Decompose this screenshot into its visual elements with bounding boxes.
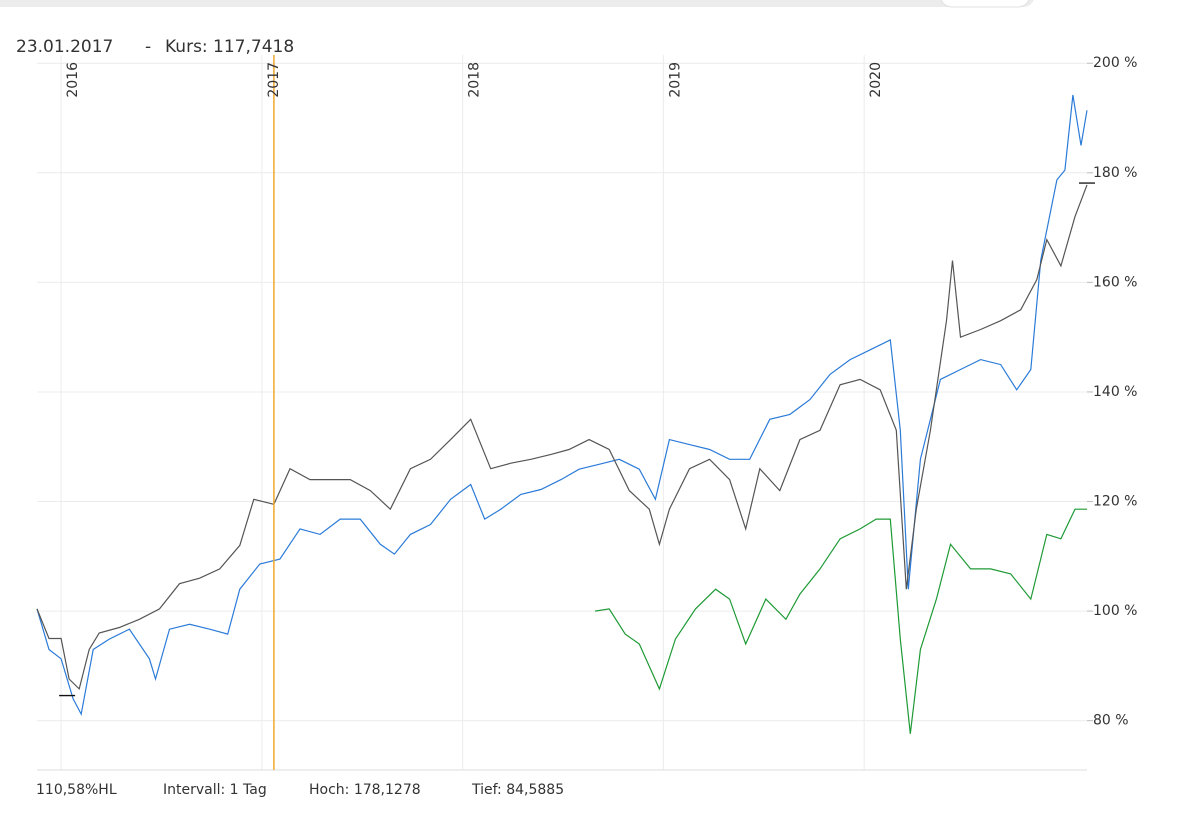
x-tick-label: 2018 xyxy=(467,62,483,98)
series-line xyxy=(36,184,1088,691)
series-line xyxy=(595,508,1087,734)
y-tick-label: 200 % xyxy=(1093,55,1137,71)
top-bar xyxy=(0,0,1034,7)
separator: - xyxy=(145,37,151,57)
footer-interval: Intervall: 1 Tag xyxy=(163,782,267,798)
series-line xyxy=(36,94,1088,716)
footer-scale: 110,58%HL xyxy=(36,782,117,798)
footer-high: Hoch: 178,1278 xyxy=(309,782,421,798)
y-tick-label: 120 % xyxy=(1093,494,1137,510)
y-tick-label: 180 % xyxy=(1093,165,1137,181)
x-tick-label: 2019 xyxy=(667,62,683,98)
top-button[interactable] xyxy=(940,0,1030,8)
grid xyxy=(37,55,1093,771)
footer-low: Tief: 84,5885 xyxy=(471,782,564,798)
plot xyxy=(36,55,1095,770)
y-tick-label: 160 % xyxy=(1093,274,1137,290)
y-tick-label: 80 % xyxy=(1093,713,1129,729)
y-tick-label: 100 % xyxy=(1093,603,1137,619)
y-tick-label: 140 % xyxy=(1093,384,1137,400)
x-tick-label: 2017 xyxy=(266,62,282,98)
crosshair-date: 23.01.2017 xyxy=(16,37,113,57)
x-tick-label: 2020 xyxy=(868,62,884,98)
crosshair-value: Kurs: 117,7418 xyxy=(165,37,294,57)
x-tick-label: 2016 xyxy=(65,62,81,98)
